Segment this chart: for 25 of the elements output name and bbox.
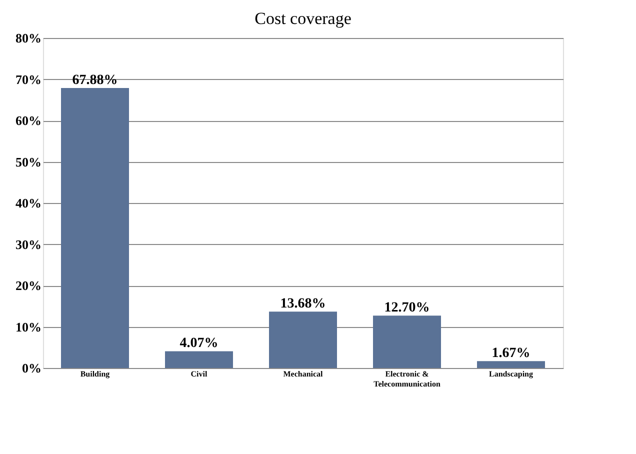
bar [477, 361, 545, 368]
y-tick-label: 80% [16, 30, 42, 46]
y-tick-label: 70% [16, 72, 42, 87]
x-tick-label: Mechanical [283, 370, 324, 378]
y-tick-label: 10% [16, 319, 42, 334]
x-tick-label: Landscaping [488, 370, 534, 378]
y-tick-label: 0% [22, 360, 42, 376]
x-tick-label: Electronic & Telecommunication [374, 370, 441, 388]
y-tick-label: 50% [16, 154, 42, 170]
data-label: 12.70% [384, 300, 430, 316]
x-tick-label: Civil [190, 370, 208, 378]
bar [269, 312, 337, 368]
data-label: 13.68% [280, 296, 326, 312]
bar [373, 316, 441, 368]
y-tick-label: 20% [16, 278, 42, 293]
y-tick-label: 60% [16, 113, 42, 128]
data-label: 1.67% [492, 346, 530, 362]
y-tick-label: 40% [16, 196, 42, 210]
chart-title: Cost coverage [254, 9, 352, 28]
bar [165, 351, 233, 368]
bar [61, 88, 129, 368]
x-tick-label: Building [80, 370, 110, 378]
data-label: 67.88% [72, 72, 118, 88]
y-tick-label: 30% [16, 236, 42, 252]
data-label: 4.07% [180, 336, 218, 352]
